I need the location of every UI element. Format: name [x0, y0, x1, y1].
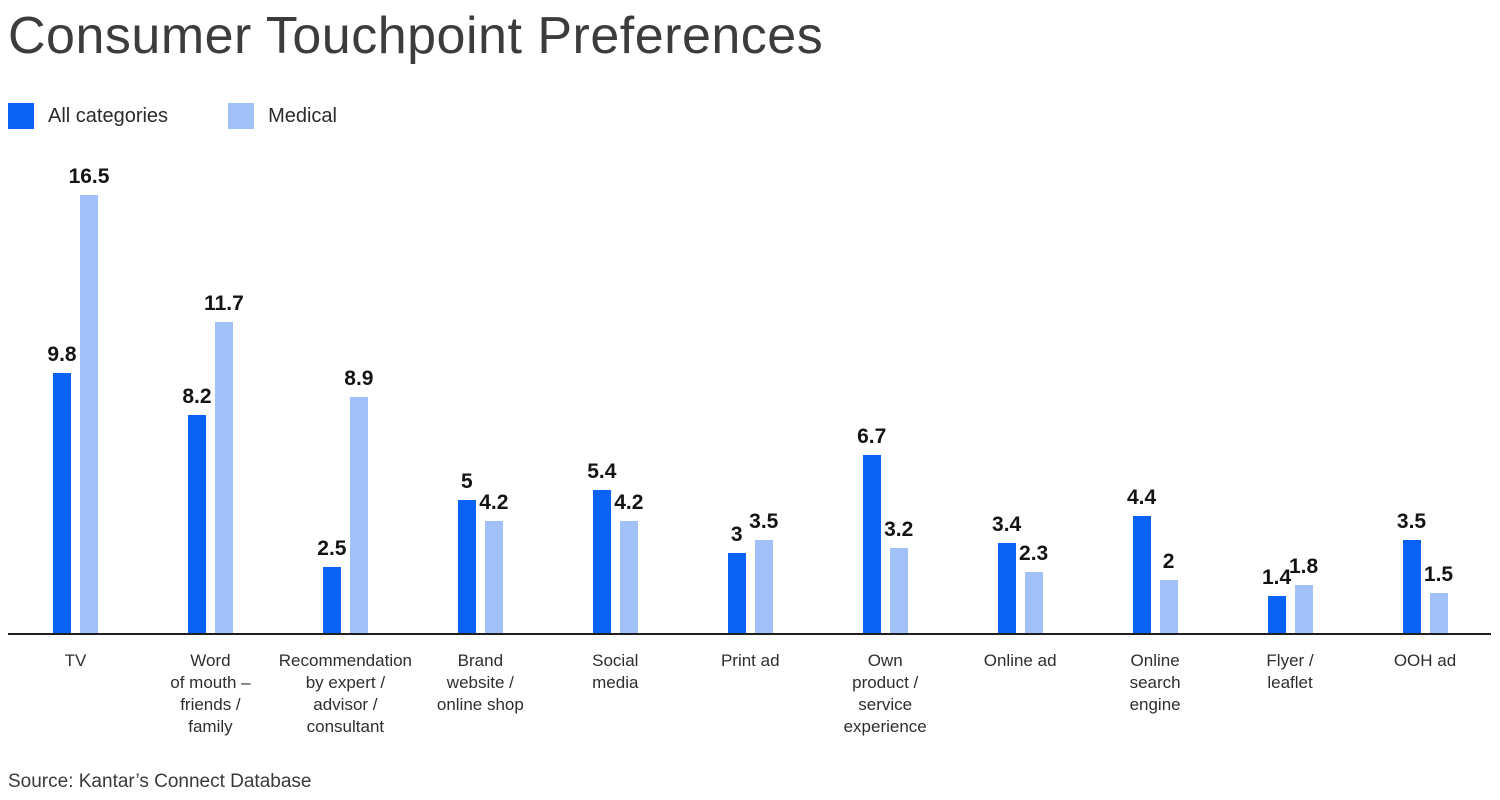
bar-value-label: 3.2	[884, 518, 914, 541]
x-axis-label: Print ad	[720, 651, 780, 670]
plot-area: 9.8 16.5 8.2 11.7 2.5 8.9 5 4.2 5.4 4.2 3 3.5 6.7 3.2…	[0, 140, 1500, 635]
x-axis-label: Online search engine	[1129, 651, 1181, 714]
bar-value-label: 8.9	[344, 367, 374, 390]
bar-value-label: 6.7	[857, 425, 887, 448]
x-axis-label: Word of mouth – friends / family	[170, 651, 251, 736]
bar-value-label: 3.5	[749, 510, 779, 533]
bar-medical	[349, 397, 368, 633]
bar-all-categories	[322, 567, 341, 633]
bar-all-categories	[592, 490, 611, 633]
bar-value-label: 2.3	[1019, 542, 1049, 565]
legend-swatch-medical	[228, 103, 255, 129]
bar-all-categories	[187, 415, 206, 633]
bar-value-label: 2	[1162, 550, 1175, 573]
bar-value-label: 1.4	[1261, 566, 1292, 589]
x-axis-label: Flyer / leaflet	[1266, 651, 1314, 692]
bar-all-categories	[727, 553, 746, 633]
x-axis-label: TV	[64, 651, 87, 670]
bar-value-label: 5.4	[587, 460, 617, 483]
bar-medical	[1294, 585, 1313, 633]
bar-value-label: 8.2	[182, 385, 212, 408]
bar-all-categories	[997, 543, 1016, 633]
legend: All categories Medical	[8, 103, 379, 129]
x-axis-label: Recommendation by expert / advisor / con…	[278, 651, 413, 736]
bar-medical	[214, 322, 233, 633]
bar-all-categories	[53, 373, 71, 633]
bar-value-label: 3.4	[992, 513, 1022, 536]
bar-medical	[619, 521, 638, 633]
x-axis-line	[8, 633, 1491, 635]
legend-label-all-categories: All categories	[48, 104, 169, 127]
bar-all-categories	[1402, 540, 1421, 633]
legend-swatch-all-categories	[8, 103, 34, 129]
bar-medical	[1024, 572, 1043, 633]
source-note: Source: Kantar’s Connect Database	[8, 771, 312, 792]
legend-item-all-categories: All categories	[8, 103, 168, 129]
x-axis-label: Own product / service experience	[843, 651, 927, 736]
legend-label-medical: Medical	[268, 104, 337, 127]
bar-value-label: 4.4	[1126, 486, 1157, 509]
bar-value-label: 5	[461, 470, 473, 493]
bar-medical	[889, 548, 908, 633]
bar-value-label: 16.5	[68, 165, 110, 188]
x-axis-label: OOH ad	[1393, 651, 1457, 670]
bar-value-label: 1.8	[1288, 555, 1319, 578]
bar-value-label: 3.5	[1396, 510, 1427, 533]
x-axis-label: Social media	[592, 651, 639, 692]
bar-medical	[1429, 593, 1448, 633]
bar-all-categories	[1132, 516, 1151, 633]
bar-value-label: 11.7	[204, 292, 244, 315]
bar-value-label: 4.2	[479, 491, 509, 514]
bar-medical	[1159, 580, 1178, 633]
bar-all-categories	[1267, 596, 1286, 633]
bar-value-label: 9.8	[47, 343, 77, 366]
bar-value-label: 1.5	[1423, 563, 1454, 586]
x-axis-label: Brand website / online shop	[436, 651, 524, 714]
bar-value-label: 2.5	[317, 537, 347, 560]
bar-medical	[484, 521, 503, 633]
bar-value-label: 3	[730, 523, 743, 546]
bar-all-categories	[457, 500, 476, 633]
x-axis-label: Online ad	[983, 651, 1057, 670]
legend-item-medical: Medical	[228, 103, 337, 129]
bar-all-categories	[862, 455, 881, 633]
bar-value-label: 4.2	[614, 491, 644, 514]
bar-medical	[80, 195, 98, 633]
chart-title: Consumer Touchpoint Preferences	[8, 7, 824, 65]
bar-medical	[754, 540, 773, 633]
x-axis-labels: TV Word of mouth – friends / family Recomm…	[0, 650, 1500, 760]
